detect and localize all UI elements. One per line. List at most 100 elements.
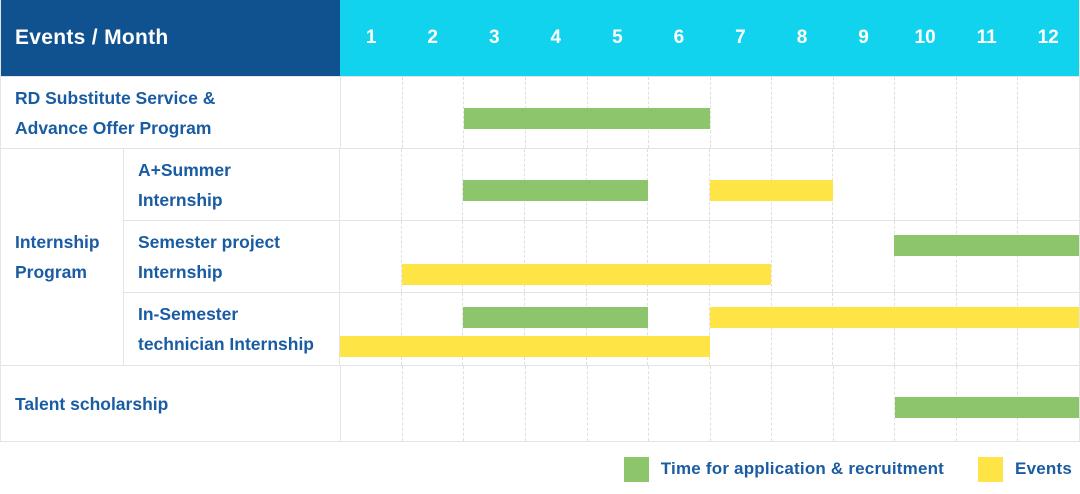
month-gridcell <box>649 366 711 441</box>
gantt-bar-event <box>340 336 710 357</box>
corner-header-events-month: Events / Month <box>1 0 341 76</box>
gantt-bar-application <box>894 235 1079 256</box>
gantt-track-talent-scholarship <box>340 366 1079 441</box>
month-gridcell <box>340 221 402 292</box>
gantt-bar-application <box>463 307 648 328</box>
gantt-track-in-semester-technician-internship <box>339 293 1079 365</box>
gantt-bar-application <box>894 397 1079 418</box>
month-gridcell <box>895 221 957 292</box>
month-gridcell <box>525 293 587 365</box>
month-header-strip: 1 2 3 4 5 6 7 8 9 10 11 12 <box>340 0 1079 76</box>
month-header-10: 10 <box>914 27 936 48</box>
legend-label-application: Time for application & recruitment <box>660 459 945 478</box>
month-gridcell <box>588 366 650 441</box>
month-gridcell <box>772 77 834 148</box>
gantt-bar-application <box>464 108 711 129</box>
row-talent-scholarship: Talent scholarship <box>1 366 1079 442</box>
month-header-5: 5 <box>612 27 623 48</box>
month-gridcell <box>403 77 465 148</box>
legend: Time for application & recruitment Event… <box>0 442 1080 494</box>
month-gridcell <box>957 77 1019 148</box>
gantt-track-a-plus-summer-internship <box>339 149 1079 220</box>
table-header-row: Events / Month 1 2 3 4 5 6 7 8 9 10 11 1… <box>1 0 1079 76</box>
month-gridcell <box>525 221 587 292</box>
month-gridcell <box>772 221 834 292</box>
month-gridcell <box>340 149 402 220</box>
row-label-semester-project-internship: Semester project Internship <box>123 221 339 292</box>
month-gridcell <box>957 293 1019 365</box>
gantt-bar-event <box>709 180 833 201</box>
month-gridcell <box>833 293 896 365</box>
month-gridcell <box>957 221 1019 292</box>
month-header-7: 7 <box>735 27 746 48</box>
month-header-9: 9 <box>858 27 869 48</box>
month-gridcell <box>403 366 465 441</box>
row-rd-substitute-service: RD Substitute Service & Advance Offer Pr… <box>1 77 1079 149</box>
row-a-plus-summer-internship: A+Summer Internship <box>123 149 1079 221</box>
month-header-4: 4 <box>550 27 562 48</box>
month-gridcell <box>648 293 711 365</box>
month-gridcell <box>834 77 896 148</box>
month-header-2: 2 <box>427 27 438 48</box>
row-label-a-plus-summer-internship: A+Summer Internship <box>123 149 339 220</box>
month-header-12: 12 <box>1037 27 1059 48</box>
gantt-bar-event <box>709 307 1079 328</box>
gantt-bar-application <box>463 180 648 201</box>
month-gridcell <box>710 293 772 365</box>
month-gridcell <box>648 221 711 292</box>
month-gridcell <box>772 293 834 365</box>
month-gridcell <box>526 366 588 441</box>
month-gridcell <box>772 149 834 220</box>
gantt-track-rd-substitute-service <box>340 77 1079 148</box>
month-header-3: 3 <box>488 27 500 48</box>
month-gridcell <box>833 221 896 292</box>
legend-swatch-application-icon <box>623 456 649 482</box>
group-label-internship-program: Internship Program <box>15 232 100 282</box>
schedule-table: Events / Month 1 2 3 4 5 6 7 8 9 10 11 1… <box>0 0 1080 442</box>
gantt-track-semester-project-internship <box>339 221 1079 292</box>
gantt-bar-event <box>401 264 772 285</box>
group-internship-program: Internship Program A+Summer Internship S… <box>1 149 1079 366</box>
group-subrows: A+Summer Internship Semester project Int… <box>123 149 1079 365</box>
month-gridcell <box>340 293 402 365</box>
month-gridcell <box>463 221 526 292</box>
row-label-in-semester-technician-internship: In-Semester technician Internship <box>123 293 339 365</box>
month-gridcell <box>833 149 896 220</box>
legend-label-events: Events <box>1015 459 1072 478</box>
month-header-6: 6 <box>673 27 685 48</box>
month-gridcell <box>402 293 464 365</box>
row-semester-project-internship: Semester project Internship <box>123 221 1079 293</box>
month-gridcell <box>402 221 464 292</box>
month-gridcell <box>711 77 773 148</box>
month-gridcell <box>1018 221 1079 292</box>
month-gridcell <box>895 77 957 148</box>
month-gridcell <box>341 366 403 441</box>
month-header-11: 11 <box>976 27 997 48</box>
month-gridcell <box>772 366 834 441</box>
month-gridcell <box>402 149 464 220</box>
month-gridcell <box>1018 149 1079 220</box>
month-gridcell <box>587 293 649 365</box>
month-gridcell <box>1018 77 1079 148</box>
month-gridcell <box>463 293 526 365</box>
row-label-rd-substitute-service: RD Substitute Service & Advance Offer Pr… <box>15 87 216 138</box>
month-gridcell <box>341 77 403 148</box>
month-gridcell <box>957 149 1019 220</box>
month-header-8: 8 <box>796 27 808 48</box>
month-gridcell <box>834 366 896 441</box>
table-body: RD Substitute Service & Advance Offer Pr… <box>1 76 1079 442</box>
month-gridcell <box>710 221 772 292</box>
month-gridcell <box>895 293 957 365</box>
month-gridcell <box>648 149 711 220</box>
month-gridcell <box>464 366 527 441</box>
month-gridcell <box>711 366 773 441</box>
month-gridcell <box>649 77 711 148</box>
month-gridcell <box>587 221 649 292</box>
legend-swatch-events-icon <box>978 456 1004 482</box>
month-header-1: 1 <box>365 27 377 48</box>
month-gridcell <box>1018 293 1079 365</box>
month-gridcell <box>895 149 957 220</box>
row-in-semester-technician-internship: In-Semester technician Internship <box>123 293 1079 365</box>
row-label-talent-scholarship: Talent scholarship <box>15 393 169 414</box>
